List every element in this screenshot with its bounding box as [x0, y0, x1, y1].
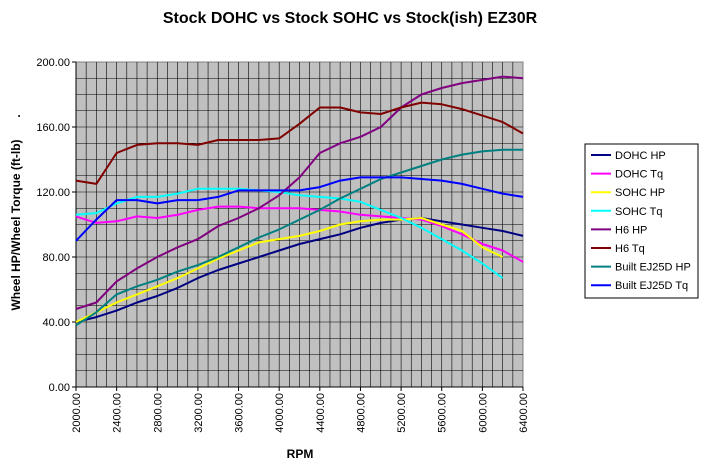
- x-axis-title: RPM: [287, 447, 314, 461]
- series-line-h6-hp: [75, 75, 524, 310]
- series-line-built-ej25d-hp: [75, 148, 523, 327]
- x-axis-ticks: 2000.00 2400.00 2800.00 3200.00 3600.00 4000.…: [71, 387, 530, 433]
- x-tick-label: 3200.00: [193, 393, 205, 433]
- x-tick-label: 6400.00: [518, 393, 530, 433]
- x-tick-label: 6000.00: [477, 393, 489, 433]
- legend-label-dohc-hp: DOHC HP: [615, 150, 666, 162]
- series-line-dohc-tq: [75, 205, 524, 263]
- legend-label-h6-hp: H6 HP: [615, 224, 647, 236]
- grid: [75, 62, 523, 388]
- series-line-dohc-hp: [75, 217, 524, 323]
- x-tick-label: 5200.00: [396, 393, 408, 433]
- series-line-h6-tq: [75, 101, 524, 185]
- x-tick-label: 2800.00: [152, 393, 164, 433]
- series-line-sohc-hp: [75, 217, 504, 323]
- series-layer: [75, 75, 524, 327]
- y-axis-title: Wheel HP/Wheel Torque (ft-lb): [9, 139, 23, 310]
- x-tick-label: 5600.00: [437, 393, 449, 433]
- y-tick-label: 40.00: [42, 317, 70, 329]
- y-tick-label: 200.00: [36, 57, 70, 69]
- legend-label-h6-tq: H6 Tq: [615, 243, 645, 255]
- legend-box: [584, 143, 699, 299]
- legend: DOHC HP DOHC Tq SOHC HP SOHC Tq H6 HP H6 Tq Bu…: [584, 143, 699, 299]
- y-tick-label: 0.00: [49, 382, 70, 394]
- x-tick-label: 4400.00: [315, 393, 327, 433]
- y-axis-title-prefix: .: [9, 114, 23, 117]
- legend-label-built-ej25d-hp: Built EJ25D HP: [615, 262, 691, 274]
- legend-label-sohc-hp: SOHC HP: [615, 187, 665, 199]
- legend-items: DOHC HP DOHC Tq SOHC HP SOHC Tq H6 HP H6 Tq Bu…: [591, 150, 691, 292]
- x-tick-label: 3600.00: [234, 393, 246, 433]
- x-tick-label: 4000.00: [274, 393, 286, 433]
- y-tick-label: 120.00: [36, 187, 70, 199]
- y-axis-ticks: 0.00 40.00 80.00 120.00 160.00 200.00: [36, 57, 76, 394]
- x-tick-label: 2400.00: [112, 393, 124, 433]
- legend-label-dohc-tq: DOHC Tq: [615, 169, 663, 181]
- y-tick-label: 160.00: [36, 122, 70, 134]
- chart-title: Stock DOHC vs Stock SOHC vs Stock(ish) E…: [163, 10, 538, 27]
- series-line-built-ej25d-tq: [75, 176, 524, 242]
- x-tick-label: 4800.00: [355, 393, 367, 433]
- series-line-sohc-tq: [75, 187, 504, 279]
- y-tick-label: 80.00: [42, 252, 70, 264]
- legend-label-sohc-tq: SOHC Tq: [615, 206, 662, 218]
- legend-label-built-ej25d-tq: Built EJ25D Tq: [615, 280, 688, 292]
- x-tick-label: 2000.00: [71, 393, 83, 433]
